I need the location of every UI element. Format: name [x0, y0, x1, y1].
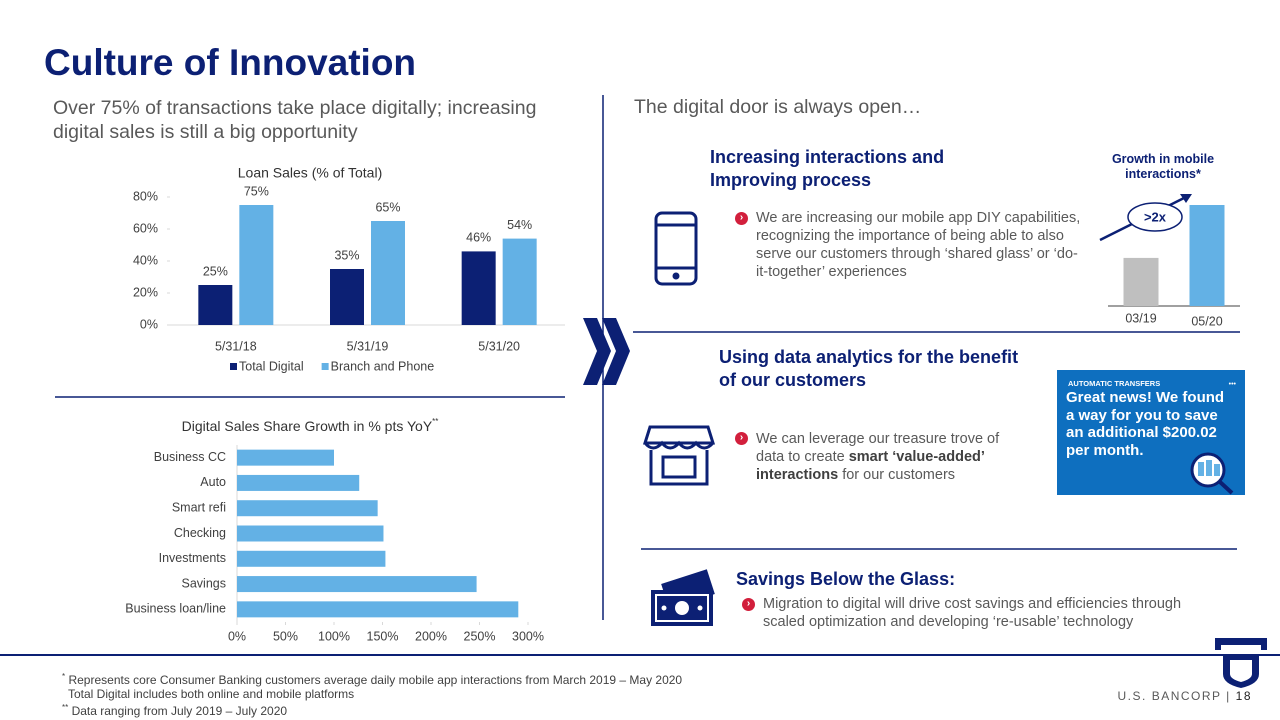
y-tick-label: Investments — [159, 551, 226, 565]
magnifier-icon — [1190, 452, 1234, 495]
bar — [237, 550, 386, 567]
section-text: Migration to digital will drive cost sav… — [763, 595, 1203, 631]
bar — [239, 205, 274, 325]
x-tick-label: 05/20 — [1191, 314, 1222, 328]
y-tick-label: Checking — [174, 526, 226, 540]
bar — [502, 238, 537, 325]
footnote-mark: ** — [62, 703, 69, 712]
logo — [1215, 638, 1267, 688]
section-heading: Savings Below the Glass: — [736, 569, 956, 589]
bar — [461, 251, 496, 325]
bar — [237, 474, 360, 491]
legend-swatch — [230, 363, 237, 370]
y-tick-label: Business CC — [154, 450, 226, 464]
y-tick-label: 40% — [133, 253, 158, 267]
bar — [198, 285, 233, 325]
left-heading: Over 75% of transactions take place digi… — [53, 97, 537, 143]
y-tick-label: 80% — [133, 189, 158, 203]
annotation-arrow — [1099, 194, 1192, 242]
slide-title: Culture of Innovation — [44, 42, 417, 83]
bar — [237, 449, 334, 466]
phone-icon — [654, 211, 698, 286]
bold-text: smart ‘value-added’ interactions — [756, 449, 985, 483]
x-tick-label: 5/31/19 — [347, 339, 389, 353]
bar — [371, 221, 405, 325]
x-tick-label: 5/31/18 — [215, 339, 257, 353]
y-tick-label: 20% — [133, 285, 158, 299]
bar — [1123, 257, 1159, 306]
chart-title: Growth in mobile interactions* — [1111, 152, 1215, 181]
bar — [1189, 205, 1225, 306]
bullet: › — [735, 432, 748, 445]
x-tick-label: 03/19 — [1125, 311, 1156, 325]
title-text: Digital Sales Share Growth in % pts YoY — [182, 418, 433, 434]
data-label: 65% — [375, 200, 400, 214]
data-label: 35% — [334, 248, 359, 262]
card-message: Great news! We found a way for you to sa… — [1066, 389, 1225, 459]
bar — [330, 269, 364, 325]
bar — [237, 525, 384, 542]
y-tick-label: Business loan/line — [125, 602, 226, 616]
bar — [237, 576, 477, 593]
text: We are increasing our mobile app DIY cap… — [756, 210, 1081, 280]
text: We can leverage our treasure trove of da… — [756, 431, 1000, 465]
data-label: 25% — [203, 264, 228, 278]
footnote: * Represents core Consumer Banking custo… — [62, 670, 682, 687]
card-label: AUTOMATIC TRANSFERS — [1068, 379, 1160, 388]
chart-title: Digital Sales Share Growth in % pts YoY*… — [182, 417, 439, 434]
x-tick-label: 250% — [464, 629, 496, 643]
title-mark: ** — [432, 417, 438, 426]
x-tick-label: 50% — [273, 629, 298, 643]
section-heading: Increasing interactions and Improving pr… — [710, 147, 945, 190]
data-label: 54% — [507, 218, 532, 232]
right-heading: The digital door is always open… — [634, 96, 922, 118]
brand: U.S. BANCORP — [1117, 689, 1222, 703]
store-icon — [642, 425, 716, 486]
footnote-text: Data ranging from July 2019 – July 2020 — [71, 704, 288, 718]
text: for our customers — [838, 467, 956, 483]
x-tick-label: 150% — [367, 629, 399, 643]
section-text: We are increasing our mobile app DIY cap… — [756, 209, 1086, 281]
page-number: 18 — [1235, 689, 1252, 703]
footnote: ** Data ranging from July 2019 – July 20… — [62, 701, 682, 718]
y-tick-label: 60% — [133, 221, 158, 235]
x-tick-label: 5/31/20 — [478, 339, 520, 353]
bullet: › — [735, 212, 748, 225]
legend-swatch — [321, 363, 329, 370]
data-label: 46% — [466, 231, 491, 245]
x-tick-label: 300% — [512, 629, 544, 643]
section-text: We can leverage our treasure trove of da… — [756, 430, 1011, 484]
y-tick-label: Savings — [182, 576, 226, 590]
x-tick-label: 100% — [318, 629, 350, 643]
legend-label: Branch and Phone — [331, 359, 435, 373]
text: Migration to digital will drive cost sav… — [763, 596, 1182, 630]
footnote-mark: * — [62, 672, 66, 681]
data-label: 75% — [244, 184, 269, 198]
footnotes: * Represents core Consumer Banking custo… — [62, 670, 682, 718]
bar — [237, 601, 519, 618]
footnote-text: Total Digital includes both online and m… — [68, 687, 355, 701]
card-menu: ••• — [1229, 381, 1237, 388]
bullet: › — [742, 598, 755, 611]
money-icon — [651, 569, 715, 626]
footer: U.S. BANCORP | 18 — [1118, 689, 1252, 703]
y-tick-label: 0% — [140, 317, 158, 331]
section-heading: Using data analytics for the benefit of … — [719, 347, 1019, 390]
separator: | — [1226, 689, 1231, 703]
footnote: Total Digital includes both online and m… — [62, 687, 682, 701]
y-tick-label: Smart refi — [172, 501, 226, 515]
legend-label: Total Digital — [239, 359, 304, 373]
bar — [237, 500, 378, 517]
chevrons — [583, 318, 630, 385]
x-tick-label: 200% — [415, 629, 447, 643]
y-tick-label: Auto — [200, 475, 226, 489]
x-tick-label: 0% — [228, 629, 246, 643]
chart-title: Loan Sales (% of Total) — [238, 165, 383, 181]
annotation: >2x — [1144, 209, 1167, 224]
footnote-text: Represents core Consumer Banking custome… — [68, 673, 683, 687]
